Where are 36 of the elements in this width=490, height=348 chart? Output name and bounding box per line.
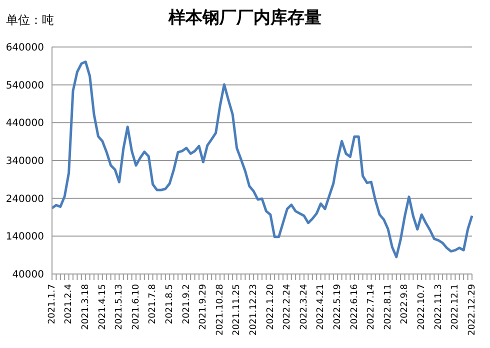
x-tick-label: 2022.6.16	[350, 284, 360, 330]
x-tick-label: 2021.1.7	[47, 284, 58, 324]
x-tick-label: 2022.12.29	[467, 284, 478, 336]
x-tick-label: 2022.9.8	[400, 284, 410, 324]
x-tick-label: 2021.5.13	[114, 284, 125, 330]
x-tick-label: 2022.5.19	[332, 284, 343, 330]
x-tick-label: 2021.6.10	[131, 284, 142, 330]
y-tick-label: 140000	[6, 232, 44, 243]
y-tick-label: 540000	[6, 80, 44, 92]
line-series	[50, 60, 474, 258]
y-tick-label: 340000	[6, 156, 44, 168]
x-tick-label: 2022.11.3	[434, 284, 444, 330]
x-tick-label: 2021.10.28	[215, 284, 226, 336]
x-tick-label: 2021.8.5	[164, 284, 175, 324]
x-tick-label: 2021.11.25	[232, 284, 242, 336]
x-tick-label: 2022.3.24	[299, 284, 310, 330]
x-tick-label: 2021.3.18	[80, 284, 91, 330]
x-tick-label: 2022.1.20	[266, 284, 276, 330]
y-tick-label: 40000	[12, 270, 44, 281]
x-tick-label: 2022.4.21	[316, 284, 326, 330]
x-tick-label: 2021.9.2	[182, 284, 192, 324]
y-tick-label: 440000	[6, 118, 44, 130]
y-tick-label: 240000	[6, 194, 44, 205]
chart-title: 样本钢厂厂内库存量	[168, 8, 322, 28]
x-tick-label: 2022.12.1	[450, 284, 461, 330]
x-tick-label: 2021.12.23	[248, 284, 259, 336]
x-tick-label: 2022.7.14	[366, 284, 377, 330]
text: 单位：吨	[6, 12, 54, 29]
x-tick-label: 2022.8.11	[383, 284, 394, 330]
x-tick-label: 2021.7.8	[148, 284, 158, 324]
x-tick-label: 2022.2.24	[282, 284, 293, 330]
x-tick-label: 2022.10.7	[416, 284, 427, 330]
y-tick-label: 640000	[6, 42, 44, 54]
x-tick-label: 2021.4.15	[98, 284, 108, 330]
x-tick-label: 2021.2.4	[64, 284, 74, 324]
x-tick-label: 2021.9.29	[198, 284, 209, 330]
